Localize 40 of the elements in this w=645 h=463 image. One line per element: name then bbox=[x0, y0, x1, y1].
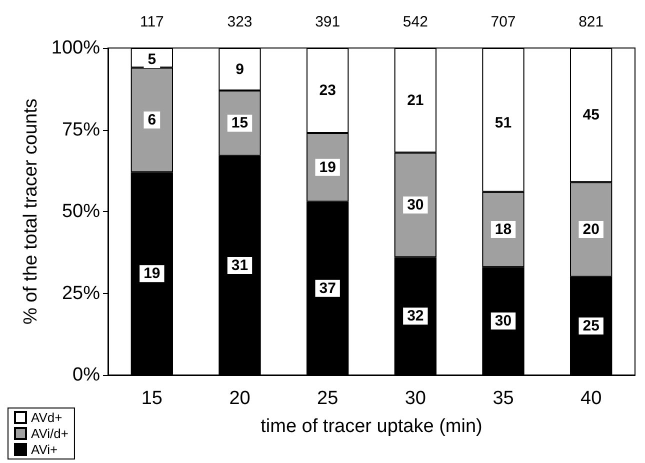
y-axis-title: % of the total tracer counts bbox=[20, 98, 42, 325]
x-axis-title: time of tracer uptake (min) bbox=[260, 416, 482, 437]
annotation: 45 bbox=[582, 106, 600, 124]
annotation: 19 bbox=[319, 158, 336, 176]
annotation: 5 bbox=[148, 50, 156, 68]
annotation: 6 bbox=[148, 111, 156, 128]
x-tick-label: 35 bbox=[492, 388, 514, 409]
y-tick-label: 75% bbox=[62, 119, 100, 140]
text: 821 bbox=[578, 14, 604, 30]
x-tick-label: 20 bbox=[229, 388, 250, 409]
text: 707 bbox=[490, 14, 516, 30]
legend-label: AVi/d+ bbox=[31, 426, 68, 441]
legend-label: AVi+ bbox=[31, 442, 58, 457]
legend-label: AVd+ bbox=[31, 410, 62, 425]
annotation: 9 bbox=[236, 60, 244, 78]
y-tick-label: 25% bbox=[62, 282, 100, 304]
annotation: 23 bbox=[319, 82, 336, 100]
text: 323 bbox=[227, 14, 252, 30]
annotation: 18 bbox=[494, 220, 512, 238]
x-tick-label: 40 bbox=[580, 388, 602, 409]
text: 117 bbox=[140, 14, 164, 30]
x-tick-label: 30 bbox=[404, 388, 426, 409]
annotation: 21 bbox=[407, 92, 424, 109]
annotation: 30 bbox=[494, 312, 512, 330]
annotation: 31 bbox=[231, 256, 248, 274]
annotation: 25 bbox=[582, 317, 600, 334]
annotation: 32 bbox=[407, 308, 424, 325]
y-tick-label: 100% bbox=[51, 38, 100, 58]
annotation: 30 bbox=[407, 196, 424, 214]
annotation: 20 bbox=[582, 220, 600, 238]
text: 542 bbox=[402, 14, 428, 30]
x-tick-label: 25 bbox=[317, 388, 338, 409]
text: 391 bbox=[315, 14, 340, 30]
annotation: 37 bbox=[319, 280, 336, 297]
y-tick-label: 0% bbox=[72, 364, 100, 386]
x-tick-label: 15 bbox=[141, 388, 162, 409]
annotation: 51 bbox=[494, 114, 512, 132]
y-tick-label: 50% bbox=[62, 201, 100, 222]
annotation: 19 bbox=[144, 265, 160, 282]
annotation: 15 bbox=[231, 114, 248, 132]
